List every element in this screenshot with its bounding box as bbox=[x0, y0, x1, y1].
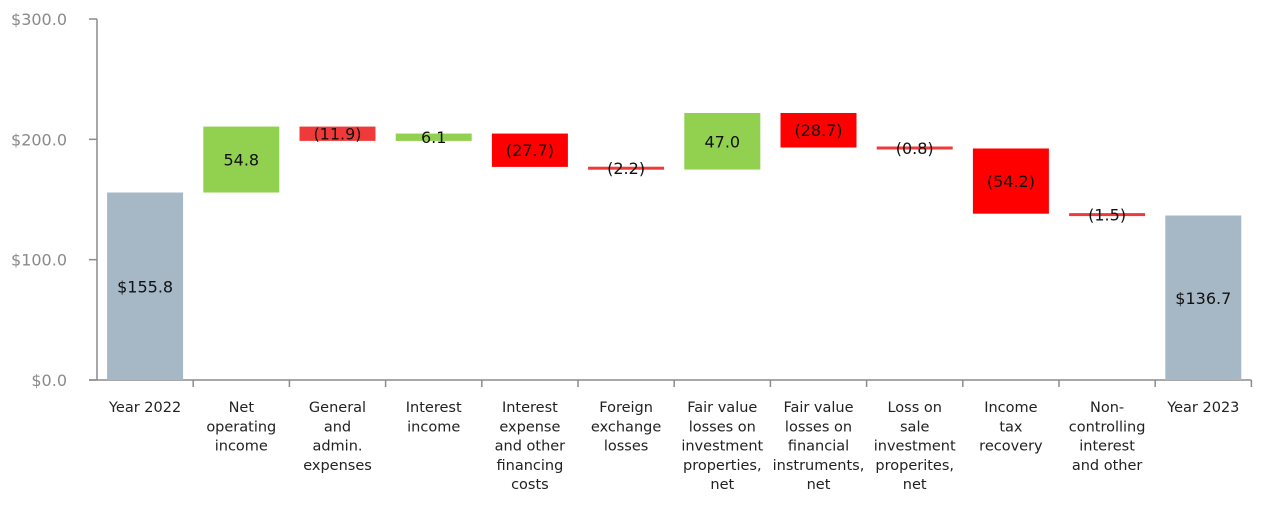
waterfall-bar bbox=[1165, 215, 1242, 380]
x-category-label: Interest income bbox=[406, 400, 462, 435]
x-category-line: Interest bbox=[502, 400, 558, 416]
x-category-line: income bbox=[215, 439, 268, 455]
waterfall-bar bbox=[684, 112, 761, 170]
data-label: 6.1 bbox=[421, 128, 446, 147]
x-category-line: sale bbox=[900, 419, 929, 435]
data-label: (2.2) bbox=[607, 159, 645, 178]
data-label: (27.7) bbox=[506, 141, 554, 160]
x-category-line: tax bbox=[999, 419, 1023, 435]
x-category-label: Fair value losses on financial instruments,… bbox=[773, 400, 865, 493]
data-label: $155.8 bbox=[117, 277, 173, 296]
x-category-label: Fair value losses on investment properties,… bbox=[681, 400, 763, 493]
y-tick-label: $200.0 bbox=[11, 130, 67, 149]
x-category-label: Non-controlling interest and other bbox=[1069, 400, 1146, 474]
x-category-line: recovery bbox=[979, 439, 1043, 455]
x-category-line: and other bbox=[1072, 458, 1143, 474]
x-category-line: losses bbox=[604, 439, 648, 455]
x-category-line: admin. bbox=[312, 439, 362, 455]
data-label: $136.7 bbox=[1175, 289, 1231, 308]
x-category-line: losses on bbox=[785, 419, 852, 435]
data-label: (0.8) bbox=[896, 139, 934, 158]
x-category-line: Fair value bbox=[783, 400, 853, 416]
y-tick-label: $100.0 bbox=[11, 251, 67, 270]
x-category-line: properites, bbox=[875, 458, 954, 474]
data-label: (28.7) bbox=[794, 121, 842, 140]
x-category-line: Year 2023 bbox=[1166, 400, 1239, 416]
x-category-line: instruments, bbox=[773, 458, 865, 474]
x-category-label: Net operating income bbox=[206, 400, 276, 455]
waterfall-bar bbox=[395, 133, 472, 141]
x-category-line: exchange bbox=[591, 419, 661, 435]
x-category-line: income bbox=[407, 419, 460, 435]
waterfall-bar bbox=[588, 166, 665, 170]
y-tick-label: $300.0 bbox=[11, 10, 67, 29]
waterfall-bar bbox=[1069, 213, 1146, 217]
data-label: 47.0 bbox=[704, 132, 740, 151]
x-category-line: expenses bbox=[303, 458, 372, 474]
waterfall-bar bbox=[876, 146, 953, 150]
x-category-line: Non- bbox=[1090, 400, 1124, 416]
x-category-line: properties, bbox=[683, 458, 762, 474]
x-category-line: controlling bbox=[1069, 419, 1146, 435]
x-category-line: Foreign bbox=[599, 400, 653, 416]
x-category-label: General and admin. expenses bbox=[303, 400, 372, 474]
x-category-line: and bbox=[324, 419, 351, 435]
x-category-line: net bbox=[903, 477, 927, 493]
x-category-line: interest bbox=[1079, 439, 1135, 455]
x-category-line: Interest bbox=[406, 400, 462, 416]
x-category-line: and other bbox=[495, 439, 566, 455]
x-category-line: Net bbox=[229, 400, 255, 416]
x-category-label: Loss on sale investment properites, net bbox=[874, 400, 956, 493]
x-category-line: expense bbox=[499, 419, 560, 435]
waterfall-bar bbox=[107, 192, 184, 380]
x-category-label: Foreign exchange losses bbox=[591, 400, 661, 455]
data-label: (54.2) bbox=[987, 172, 1035, 191]
x-category-line: losses on bbox=[689, 419, 756, 435]
x-category-line: investment bbox=[874, 439, 956, 455]
data-label: (1.5) bbox=[1088, 206, 1126, 225]
x-category-line: Loss on bbox=[887, 400, 941, 416]
x-category-line: Fair value bbox=[687, 400, 757, 416]
x-category-line: costs bbox=[511, 477, 549, 493]
waterfall-bar bbox=[780, 112, 857, 148]
data-label: (11.9) bbox=[313, 125, 361, 144]
x-category-line: financial bbox=[788, 439, 849, 455]
x-category-line: investment bbox=[681, 439, 763, 455]
data-label: 54.8 bbox=[223, 151, 259, 170]
x-category-line: Year 2022 bbox=[108, 400, 181, 416]
waterfall-bar bbox=[491, 133, 568, 167]
x-category-line: net bbox=[710, 477, 734, 493]
x-category-label: Income tax recovery bbox=[979, 400, 1043, 455]
x-category-label: Year 2022 bbox=[108, 400, 181, 416]
x-category-line: net bbox=[807, 477, 831, 493]
x-category-line: financing bbox=[497, 458, 564, 474]
x-category-label: Year 2023 bbox=[1166, 400, 1239, 416]
x-category-line: Income bbox=[984, 400, 1037, 416]
y-tick-label: $0.0 bbox=[31, 371, 67, 390]
x-category-line: operating bbox=[206, 419, 276, 435]
waterfall-bar bbox=[203, 126, 280, 193]
waterfall-bar bbox=[299, 126, 376, 141]
waterfall-bar bbox=[972, 148, 1049, 214]
x-category-label: Interest expense and other financing costs bbox=[495, 400, 566, 493]
x-category-line: General bbox=[309, 400, 366, 416]
